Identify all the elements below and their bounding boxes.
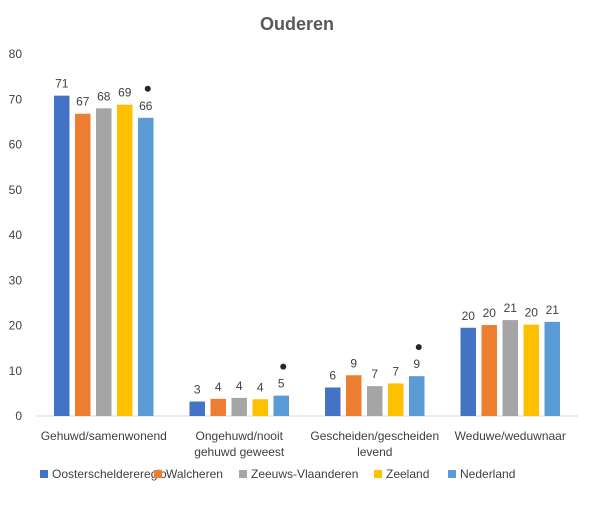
bar [96,108,112,417]
legend-label: Zeeland [386,467,429,481]
y-tick-label: 40 [9,228,23,242]
bar [189,401,205,416]
category-label: levend [357,445,392,459]
bar [502,320,518,416]
bar [460,327,476,416]
legend: Oosterscheldereregio Walcheren Zeeuws-Vlaa… [40,467,515,481]
chart-title: Ouderen [260,14,334,34]
x-axis: Gehuwd/samenwonend Ongehuwd/nooit gehuwd g… [41,429,566,459]
legend-label: Zeeuws-Vlaanderen [251,467,358,481]
legend-swatch [239,470,247,478]
data-label: 69 [118,86,132,100]
bar [367,386,383,416]
data-label: 5 [278,377,285,391]
y-tick-label: 70 [9,92,23,106]
bar [231,397,247,416]
significance-marker [144,85,151,92]
legend-label: Nederland [460,467,515,481]
data-label: 9 [350,356,357,370]
legend-swatch [374,470,382,478]
data-label: 4 [257,380,264,394]
data-label: 20 [483,306,497,320]
bar [409,376,425,416]
legend-swatch [448,470,456,478]
bar [325,387,341,416]
y-tick-label: 20 [9,319,23,333]
category-label: Gescheiden/gescheiden [310,429,439,443]
bar [75,113,91,416]
y-tick-label: 60 [9,138,23,152]
data-label: 66 [139,99,153,113]
bar [388,383,404,416]
data-label: 3 [194,383,201,397]
data-label: 21 [546,303,560,317]
bar [544,321,560,416]
data-label: 68 [97,89,111,103]
data-label: 4 [236,379,243,393]
bar [138,117,154,417]
y-tick-label: 50 [9,183,23,197]
category-label: Ongehuwd/nooit [196,429,284,443]
bar [346,375,362,416]
significance-marker [280,363,287,370]
data-label: 71 [55,77,69,91]
bar [54,95,70,416]
y-tick-label: 10 [9,364,23,378]
bar [117,104,133,417]
category-label: Gehuwd/samenwonend [41,429,167,443]
bar [273,395,289,416]
legend-swatch [154,470,162,478]
y-tick-label: 80 [9,47,23,61]
significance-marker [415,344,422,351]
bar [252,399,268,416]
data-label: 7 [392,364,399,378]
data-label: 21 [504,301,518,315]
bar [481,325,497,416]
y-tick-label: 30 [9,273,23,287]
data-label: 7 [371,367,378,381]
legend-swatch [40,470,48,478]
legend-label: Oosterscheldereregio [52,467,167,481]
data-label: 20 [525,306,539,320]
bar [523,324,539,416]
category-label: gehuwd geweest [194,445,285,459]
legend-label: Walcheren [166,467,223,481]
category-label: Weduwe/weduwnaar [455,429,566,443]
data-label: 4 [215,380,222,394]
bar [210,398,226,416]
data-label: 67 [76,95,90,109]
data-label: 9 [413,357,420,371]
data-label: 20 [462,309,476,323]
y-tick-label: 0 [15,409,22,423]
data-label: 6 [329,368,336,382]
